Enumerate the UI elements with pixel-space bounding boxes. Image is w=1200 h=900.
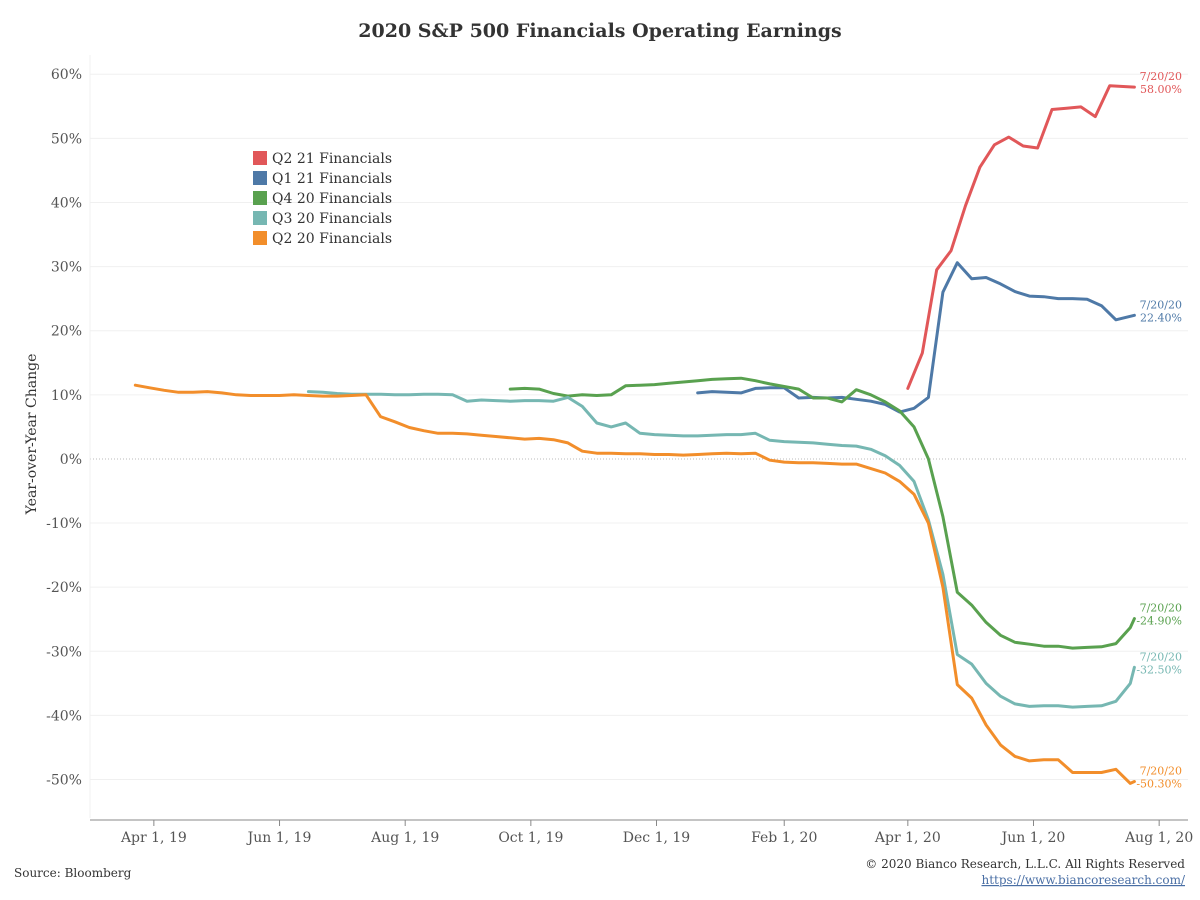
gridlines [89, 55, 1188, 818]
x-tick-label: Jun 1, 19 [246, 830, 312, 846]
end-label-date: 7/20/20 [1140, 650, 1182, 663]
legend-swatch [253, 151, 267, 165]
y-tick-label: 0% [60, 452, 82, 468]
legend-swatch [253, 171, 267, 185]
end-label-date: 7/20/20 [1140, 298, 1182, 311]
series-line-q4-20-financials [508, 376, 1136, 650]
series-line-q2-20-financials [133, 383, 1136, 785]
legend-entry: Q2 20 Financials [272, 231, 392, 247]
end-label-value: -24.90% [1136, 615, 1182, 628]
legend-entry: Q4 20 Financials [272, 191, 392, 207]
y-tick-label: 20% [51, 324, 82, 340]
series-line-q2-21-financials [906, 84, 1136, 390]
x-tick-label: Jun 1, 20 [1000, 830, 1066, 846]
end-label-value: -32.50% [1136, 663, 1182, 676]
legend-entry: Q1 21 Financials [272, 171, 392, 187]
x-tick-label: Dec 1, 19 [623, 830, 690, 846]
y-tick-label: -10% [46, 516, 82, 532]
y-tick-label: 60% [51, 67, 82, 83]
y-tick-label: 10% [51, 388, 82, 404]
end-label-date: 7/20/20 [1140, 602, 1182, 615]
website-link[interactable]: https://www.biancoresearch.com/ [981, 873, 1185, 887]
x-tick-label: Oct 1, 19 [498, 830, 563, 846]
x-axis: Apr 1, 19 Jun 1, 19 Aug 1, 19 Oct 1, 19 Dec … [90, 819, 1193, 846]
legend-swatch [253, 191, 267, 205]
y-tick-label: -50% [46, 773, 82, 789]
y-axis: 60% 50% 40% 30% 20% 10% 0% -10% -20% -30% -40% -50% [46, 67, 82, 788]
legend-entry: Q3 20 Financials [272, 211, 392, 227]
y-axis-label: Year-over-Year Change [24, 354, 40, 516]
series-line-q3-20-financials [306, 390, 1136, 709]
y-tick-label: 40% [51, 195, 82, 211]
x-tick-label: Apr 1, 20 [874, 830, 941, 846]
series-lines [133, 84, 1136, 785]
y-tick-label: -20% [46, 580, 82, 596]
y-tick-label: -30% [46, 644, 82, 660]
x-tick-label: Aug 1, 19 [370, 830, 439, 846]
y-tick-label: 30% [51, 260, 82, 276]
legend-swatch [253, 211, 267, 225]
y-tick-label: -40% [46, 708, 82, 724]
x-tick-label: Apr 1, 19 [120, 830, 187, 846]
end-label-date: 7/20/20 [1140, 764, 1182, 777]
end-label-value: 22.40% [1140, 311, 1182, 324]
legend: Q2 21 Financials Q1 21 Financials Q4 20 Fi… [253, 151, 392, 247]
chart-title: 2020 S&P 500 Financials Operating Earnin… [358, 20, 841, 42]
copyright-note: © 2020 Bianco Research, L.L.C. All Right… [865, 857, 1185, 871]
legend-entry: Q2 21 Financials [272, 151, 392, 167]
legend-swatch [253, 231, 267, 245]
end-label-value: -50.30% [1136, 777, 1182, 790]
source-note: Source: Bloomberg [14, 866, 132, 880]
x-tick-label: Aug 1, 20 [1124, 830, 1193, 846]
end-label-date: 7/20/20 [1140, 70, 1182, 83]
x-tick-label: Feb 1, 20 [751, 830, 817, 846]
end-labels: 7/20/2058.00%7/20/2022.40%7/20/20-24.90%… [1136, 70, 1182, 790]
end-label-value: 58.00% [1140, 83, 1182, 96]
series-line-q1-21-financials [696, 261, 1136, 414]
y-tick-label: 50% [51, 131, 82, 147]
